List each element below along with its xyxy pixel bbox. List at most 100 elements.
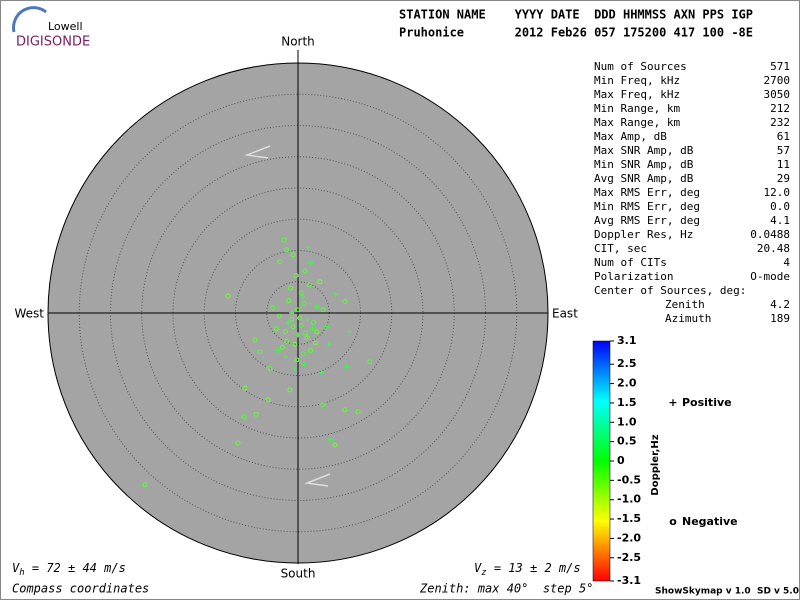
stat-value: 0.0488	[750, 228, 790, 241]
source-point	[252, 337, 258, 343]
source-point	[346, 329, 352, 335]
stat-label: Max Range, km	[594, 116, 680, 129]
colorbar-tick-label: 1.5	[617, 396, 637, 409]
source-point	[367, 359, 373, 365]
source-point	[295, 307, 301, 313]
source-point	[302, 268, 308, 274]
stat-label: Max Amp, dB	[594, 130, 667, 143]
colorbar	[592, 340, 611, 582]
stat-value: 57	[777, 144, 790, 157]
source-point	[308, 348, 313, 353]
source-point	[342, 299, 348, 305]
compass-label: South	[281, 567, 316, 581]
source-point	[225, 293, 231, 299]
source-point	[257, 349, 263, 355]
source-point	[298, 290, 304, 296]
source-point	[297, 315, 303, 321]
stat-value: 3050	[764, 88, 791, 101]
colorbar-tick-label: -2.5	[617, 551, 641, 564]
source-point	[287, 387, 293, 393]
source-point	[142, 482, 148, 488]
source-point	[314, 329, 320, 335]
stat-label: Max Freq, kHz	[594, 88, 680, 101]
stat-value: 232	[770, 116, 790, 129]
source-point	[284, 247, 290, 253]
stat-label: Num of Sources	[594, 60, 687, 73]
stat-label: Min Freq, kHz	[594, 74, 680, 87]
vz-label: Vz = 13 ± 2 m/s	[474, 561, 581, 578]
source-point	[314, 304, 320, 310]
source-point	[301, 361, 307, 367]
source-point	[292, 341, 298, 347]
source-point	[281, 237, 287, 243]
source-point	[286, 298, 292, 303]
source-point	[328, 437, 333, 443]
source-point	[290, 252, 296, 258]
stat-value: 12.0	[764, 186, 791, 199]
source-point	[290, 324, 296, 330]
stat-label: Avg RMS Err, deg	[594, 214, 700, 227]
source-point	[295, 332, 301, 338]
colorbar-tick-label: -0.5	[617, 473, 641, 486]
source-point	[275, 348, 281, 353]
colorbar-tick-label: -2.0	[617, 531, 641, 544]
source-point	[277, 259, 283, 265]
source-point	[320, 402, 326, 408]
stat-label: Polarization	[594, 270, 673, 283]
colorbar-tick-label: 2.5	[617, 357, 637, 370]
source-point	[344, 364, 350, 370]
logo-top: Lowell	[48, 20, 83, 33]
stat-label: Num of CITs	[594, 256, 667, 269]
source-point	[283, 329, 288, 335]
source-point	[289, 316, 295, 322]
stat-label: Avg SNR Amp, dB	[594, 172, 694, 185]
center-title: Center of Sources, deg:	[594, 284, 746, 297]
source-point	[270, 305, 276, 311]
source-point	[253, 411, 259, 417]
center-value: 4.2	[770, 298, 790, 311]
source-point	[288, 285, 293, 291]
vh-label: Vh = 72 ± 44 m/s	[12, 561, 126, 578]
legend-marker: +	[668, 396, 677, 409]
colorbar-tick-label: -3.1	[617, 574, 641, 587]
source-point	[242, 385, 248, 391]
source-point	[279, 344, 285, 350]
source-point	[267, 365, 273, 371]
chevron	[244, 145, 271, 159]
source-point	[305, 244, 311, 250]
header-line: Pruhonice 2012 Feb26 057 175200 417 100 …	[399, 26, 753, 40]
source-point	[289, 310, 295, 316]
compass-label: North	[281, 35, 315, 49]
stat-value: 4	[783, 256, 790, 269]
stat-value: 2700	[764, 74, 791, 87]
source-point	[319, 369, 325, 375]
legend-label: Positive	[682, 396, 732, 409]
source-point	[294, 357, 300, 363]
stat-value: O-mode	[750, 270, 790, 283]
stat-label: Max RMS Err, deg	[594, 186, 700, 199]
source-point	[308, 260, 313, 266]
header-line: STATION NAME YYYY DATE DDD HHMMSS AXN PP…	[399, 8, 753, 22]
stat-label: Doppler Res, Hz	[594, 228, 693, 241]
colorbar-tick-label: 3.1	[617, 334, 637, 347]
stat-value: 571	[770, 60, 790, 73]
colorbar-tick-label: -1.0	[617, 493, 641, 506]
stat-value: 20.48	[757, 242, 790, 255]
source-point	[298, 323, 304, 328]
source-point	[273, 326, 279, 332]
zenith-label: Zenith: max 40° step 5°	[419, 582, 593, 596]
source-point	[300, 351, 306, 357]
stat-value: 0.0	[770, 200, 790, 213]
center-label: Zenith	[665, 298, 705, 311]
version-label: ShowSkymap v 1.0 SD v 5.0	[655, 587, 799, 597]
colorbar-tick-label: 0.5	[617, 435, 637, 448]
stat-label: CIT, sec	[594, 242, 647, 255]
source-point	[235, 440, 241, 446]
source-point	[342, 407, 348, 413]
source-point	[320, 307, 326, 313]
legend-marker: o	[669, 515, 677, 528]
stat-value: 11	[777, 158, 790, 171]
stats-panel: Num of Sources 571 Min Freq, kHz 2700 Max Fr…	[594, 60, 790, 325]
source-point	[303, 330, 308, 336]
